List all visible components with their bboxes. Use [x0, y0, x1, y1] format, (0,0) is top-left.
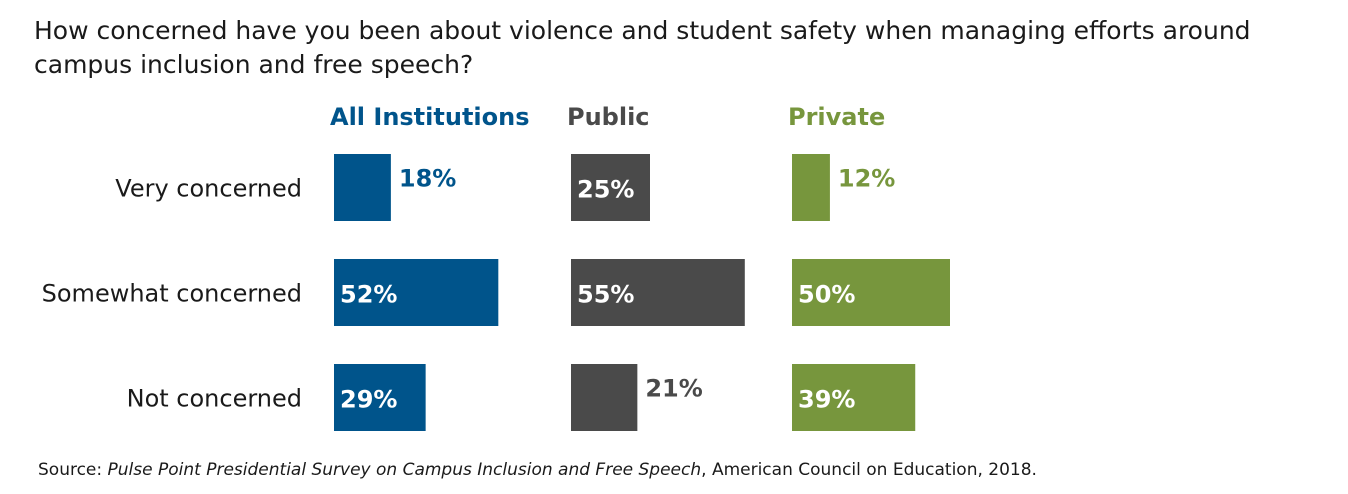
data-label-private-1: 12%: [838, 165, 895, 193]
source-prefix: Source:: [38, 460, 108, 480]
data-label-private-3: 39%: [798, 386, 855, 414]
series-header-private: Private: [788, 103, 885, 131]
bar-all-institutions-1: [334, 154, 391, 221]
bar-public-2: [571, 259, 745, 326]
data-label-public-1: 25%: [577, 176, 634, 204]
bar-public-1: [571, 154, 650, 221]
category-label-not-concerned: Not concerned: [127, 385, 302, 413]
source-publication: Pulse Point Presidential Survey on Campu…: [107, 460, 702, 480]
series-header-all-institutions: All Institutions: [330, 103, 530, 131]
bar-all-institutions-2: [334, 259, 499, 326]
category-label-somewhat-concerned: Somewhat concerned: [42, 280, 302, 308]
data-label-all-institutions-3: 29%: [340, 386, 397, 414]
bar-private-1: [792, 154, 830, 221]
data-label-all-institutions-1: 18%: [399, 165, 456, 193]
bar-all-institutions-3: [334, 364, 426, 431]
chart-title: How concerned have you been about violen…: [34, 16, 1251, 79]
series-header-public: Public: [567, 103, 650, 131]
data-label-public-3: 21%: [645, 375, 702, 403]
source-suffix: , American Council on Education, 2018.: [701, 460, 1037, 480]
source-note: Source: Pulse Point Presidential Survey …: [38, 460, 1037, 480]
category-label-very-concerned: Very concerned: [115, 175, 302, 203]
data-label-all-institutions-2: 52%: [340, 281, 397, 309]
bar-private-2: [792, 259, 950, 326]
bar-private-3: [792, 364, 916, 431]
bar-public-3: [571, 364, 638, 431]
data-label-public-2: 55%: [577, 281, 634, 309]
data-label-private-2: 50%: [798, 281, 855, 309]
